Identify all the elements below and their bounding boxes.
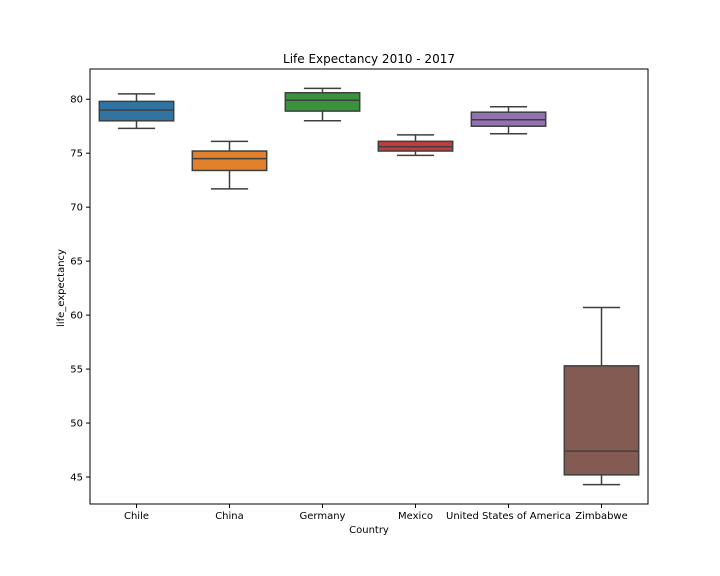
x-tick-label: United States of America bbox=[446, 511, 571, 522]
box-iqr bbox=[191, 150, 268, 172]
y-tick-label: 80 bbox=[70, 95, 83, 106]
x-tick-label: Zimbabwe bbox=[575, 511, 628, 522]
y-tick-label: 70 bbox=[70, 203, 83, 214]
box-group bbox=[98, 93, 175, 130]
box-plot-series bbox=[98, 87, 640, 486]
y-axis-title: life_expectancy bbox=[56, 249, 67, 327]
y-tick-label: 50 bbox=[70, 419, 83, 430]
box-iqr bbox=[284, 91, 361, 112]
box-group bbox=[377, 134, 454, 157]
x-tick-label: Mexico bbox=[398, 511, 433, 522]
box-group bbox=[563, 306, 640, 486]
box-group bbox=[191, 140, 268, 190]
y-tick-label: 65 bbox=[70, 257, 83, 268]
box-iqr bbox=[98, 100, 175, 122]
y-tick-label: 75 bbox=[70, 149, 83, 160]
x-axis-title: Country bbox=[349, 525, 389, 536]
x-tick-label: China bbox=[215, 511, 244, 522]
y-tick-label: 55 bbox=[70, 365, 83, 376]
x-tick-label: Germany bbox=[300, 511, 346, 522]
box-iqr bbox=[563, 365, 640, 476]
box-group bbox=[284, 87, 361, 122]
x-tick-label: Chile bbox=[124, 511, 149, 522]
y-axis: 45 50 55 60 65 70 75 80 bbox=[70, 95, 90, 484]
y-tick-label: 45 bbox=[70, 473, 83, 484]
plot-frame bbox=[89, 68, 649, 505]
x-axis: Chile China Germany Mexico United States of … bbox=[124, 504, 628, 522]
chart-title: Life Expectancy 2010 - 2017 bbox=[283, 52, 455, 66]
y-tick-label: 60 bbox=[70, 311, 83, 322]
box-group bbox=[470, 106, 547, 135]
